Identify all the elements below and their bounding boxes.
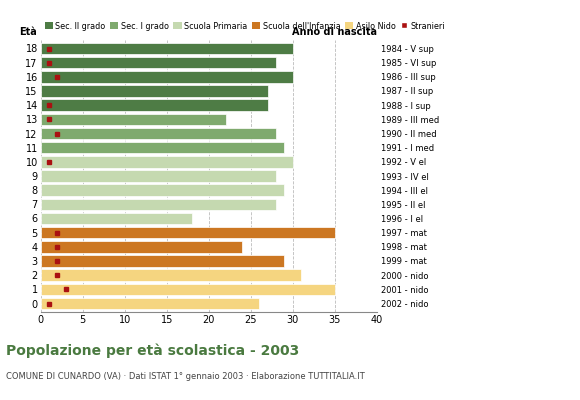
Bar [41,170,276,182]
Text: Età: Età [20,27,37,37]
Bar [41,156,293,168]
Bar [41,255,284,267]
Bar [41,284,335,295]
Text: Anno di nascita: Anno di nascita [292,27,377,37]
Bar [41,114,226,125]
Bar [41,128,276,139]
Bar [41,269,301,281]
Bar [41,142,284,154]
Bar [41,298,259,309]
Bar [41,227,335,238]
Bar [41,241,242,253]
Bar [41,198,276,210]
Bar [41,85,267,97]
Bar [41,57,276,68]
Bar [41,43,293,54]
Bar [41,213,192,224]
Bar [41,184,284,196]
Text: COMUNE DI CUNARDO (VA) · Dati ISTAT 1° gennaio 2003 · Elaborazione TUTTITALIA.IT: COMUNE DI CUNARDO (VA) · Dati ISTAT 1° g… [6,372,365,381]
Bar [41,99,267,111]
Bar [41,71,293,83]
Text: Popolazione per età scolastica - 2003: Popolazione per età scolastica - 2003 [6,344,299,358]
Legend: Sec. II grado, Sec. I grado, Scuola Primaria, Scuola dell'Infanzia, Asilo Nido, : Sec. II grado, Sec. I grado, Scuola Prim… [45,22,445,30]
